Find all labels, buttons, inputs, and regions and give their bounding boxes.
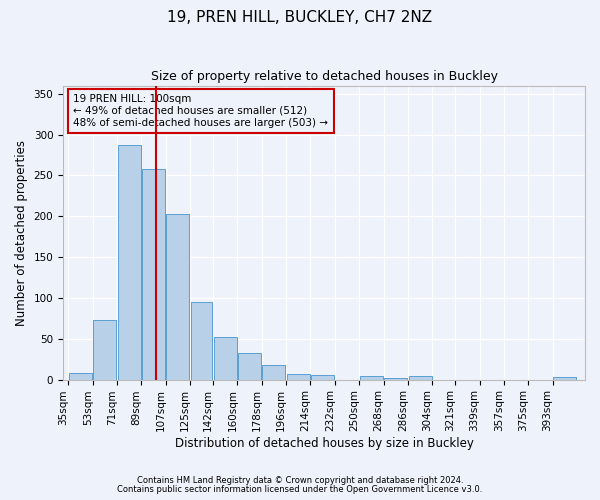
Bar [409, 376, 431, 380]
Text: 19 PREN HILL: 100sqm
← 49% of detached houses are smaller (512)
48% of semi-deta: 19 PREN HILL: 100sqm ← 49% of detached h… [73, 94, 328, 128]
Bar [262, 365, 286, 380]
Bar [118, 145, 141, 380]
Bar [384, 378, 407, 380]
Bar [214, 337, 237, 380]
Y-axis label: Number of detached properties: Number of detached properties [15, 140, 28, 326]
Text: Contains public sector information licensed under the Open Government Licence v3: Contains public sector information licen… [118, 485, 482, 494]
Bar [311, 374, 334, 380]
Bar [238, 354, 261, 380]
Bar [94, 320, 116, 380]
Title: Size of property relative to detached houses in Buckley: Size of property relative to detached ho… [151, 70, 497, 83]
Bar [553, 377, 576, 380]
Bar [360, 376, 383, 380]
X-axis label: Distribution of detached houses by size in Buckley: Distribution of detached houses by size … [175, 437, 473, 450]
Bar [69, 373, 92, 380]
Text: Contains HM Land Registry data © Crown copyright and database right 2024.: Contains HM Land Registry data © Crown c… [137, 476, 463, 485]
Bar [166, 214, 190, 380]
Bar [142, 169, 165, 380]
Bar [287, 374, 310, 380]
Bar [191, 302, 212, 380]
Text: 19, PREN HILL, BUCKLEY, CH7 2NZ: 19, PREN HILL, BUCKLEY, CH7 2NZ [167, 10, 433, 25]
